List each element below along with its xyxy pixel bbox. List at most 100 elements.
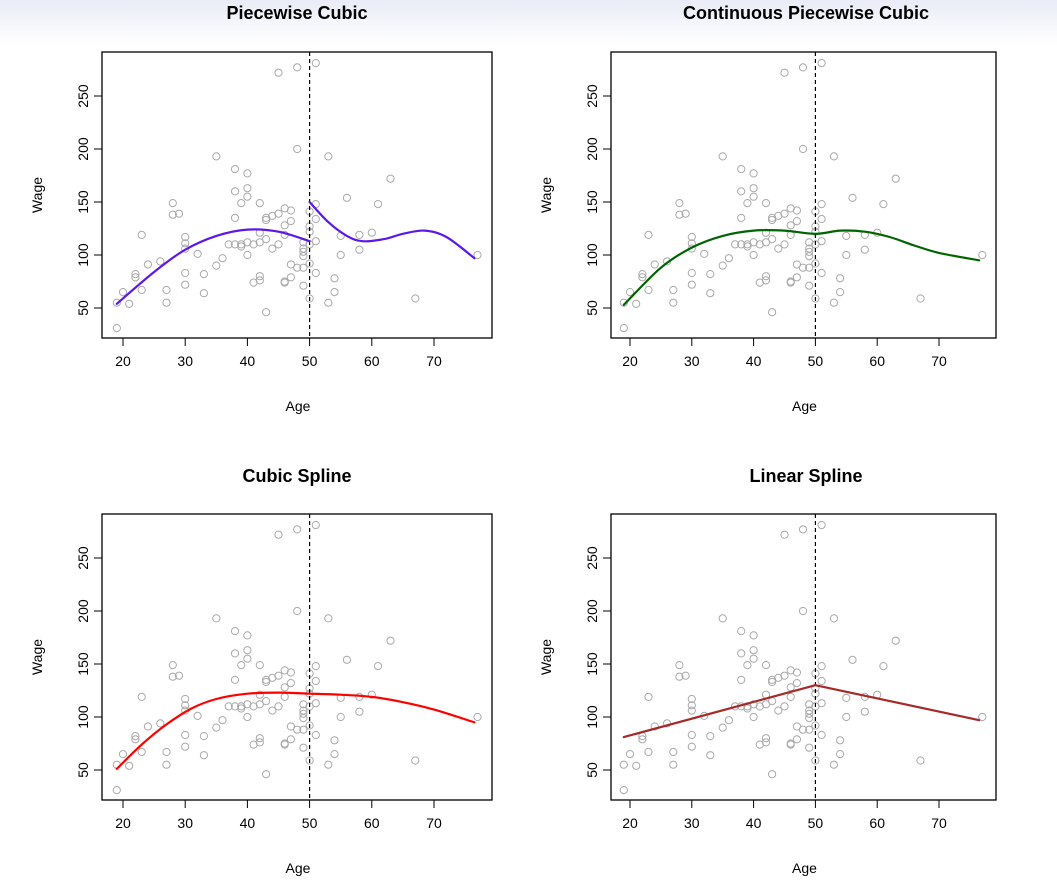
data-point — [842, 231, 851, 240]
data-point — [181, 694, 190, 704]
data-point — [737, 627, 746, 636]
data-point — [224, 702, 233, 711]
data-point — [237, 242, 246, 251]
data-point — [669, 285, 678, 295]
data-point — [829, 760, 839, 769]
data-point — [299, 714, 308, 723]
data-point — [274, 530, 283, 539]
data-point — [817, 200, 826, 209]
fit-curve — [622, 684, 981, 739]
data-point — [731, 240, 740, 249]
data-point — [118, 288, 128, 297]
data-point — [230, 165, 240, 174]
data-point — [836, 736, 845, 745]
panel-continuous-piecewise-cubic: Continuous Piecewise Cubic 20 30 40 50 60 70 50… — [538, 3, 997, 414]
data-point — [255, 238, 264, 247]
data-point — [768, 677, 777, 687]
data-point — [162, 285, 171, 295]
data-point — [644, 692, 653, 702]
data-point — [737, 213, 746, 222]
data-point — [718, 261, 727, 270]
data-point — [749, 712, 758, 722]
panel-piecewise-cubic: Piecewise Cubic 20 30 40 50 60 70 50 100 150 200 25… — [29, 3, 493, 414]
data-point — [237, 199, 246, 208]
data-point — [798, 263, 808, 272]
data-point — [286, 735, 295, 744]
data-point — [243, 646, 252, 655]
data-point — [718, 152, 727, 161]
x-tick-label: 20 — [622, 353, 638, 369]
data-point — [293, 63, 302, 72]
x-tick-label: 50 — [302, 815, 318, 831]
data-point — [212, 723, 221, 732]
data-point — [848, 193, 857, 202]
data-point — [749, 250, 758, 260]
y-tick-label: 250 — [584, 84, 600, 108]
data-point — [817, 676, 826, 686]
data-point — [650, 260, 659, 269]
data-point — [411, 294, 420, 303]
data-point — [305, 721, 314, 730]
data-point — [243, 192, 252, 201]
data-point — [137, 692, 146, 702]
plot-frame — [101, 51, 493, 339]
data-point — [811, 756, 820, 765]
data-point — [181, 701, 190, 710]
panel-title: Linear Spline — [749, 466, 862, 486]
data-point — [355, 245, 364, 254]
data-point — [632, 299, 641, 308]
data-point — [280, 221, 289, 230]
data-point — [675, 199, 684, 208]
data-point — [619, 324, 628, 333]
data-point — [255, 276, 264, 285]
data-point — [638, 270, 647, 279]
data-point — [749, 654, 758, 663]
data-point — [737, 675, 746, 685]
data-point — [336, 712, 345, 722]
data-point — [737, 165, 746, 174]
data-point — [262, 770, 271, 779]
data-point — [780, 240, 789, 249]
data-point — [355, 230, 364, 239]
data-point — [786, 221, 795, 230]
data-point — [299, 281, 308, 290]
data-point — [638, 735, 647, 744]
data-point — [286, 206, 295, 215]
data-point — [724, 716, 734, 725]
data-point — [280, 740, 289, 749]
y-tick-label: 50 — [75, 762, 91, 778]
data-point — [675, 661, 684, 670]
data-point — [212, 152, 221, 161]
data-point — [168, 661, 177, 670]
data-point — [293, 525, 302, 534]
data-point — [199, 732, 208, 741]
x-tick-label: 20 — [115, 353, 131, 369]
data-point — [644, 747, 653, 757]
data-point — [805, 709, 814, 718]
data-point — [193, 249, 202, 258]
data-point — [131, 270, 140, 279]
data-point — [293, 263, 302, 272]
data-point — [274, 209, 283, 218]
data-point — [805, 743, 814, 752]
y-tick-label: 100 — [584, 243, 600, 267]
data-point — [268, 706, 277, 715]
data-point — [224, 240, 233, 249]
x-tick-label: 70 — [931, 353, 947, 369]
y-tick-label: 150 — [584, 652, 600, 676]
data-point — [193, 711, 202, 721]
data-point — [342, 655, 351, 664]
data-point — [355, 707, 364, 716]
x-tick-label: 30 — [177, 815, 193, 831]
data-point — [137, 285, 146, 295]
data-point — [650, 722, 659, 731]
x-tick-label: 60 — [869, 353, 885, 369]
data-point — [311, 730, 320, 740]
data-point — [805, 247, 814, 256]
data-point — [786, 740, 795, 749]
x-tick-label: 20 — [115, 815, 131, 831]
data-point — [761, 276, 771, 285]
data-point — [243, 184, 252, 193]
data-point — [243, 631, 252, 640]
